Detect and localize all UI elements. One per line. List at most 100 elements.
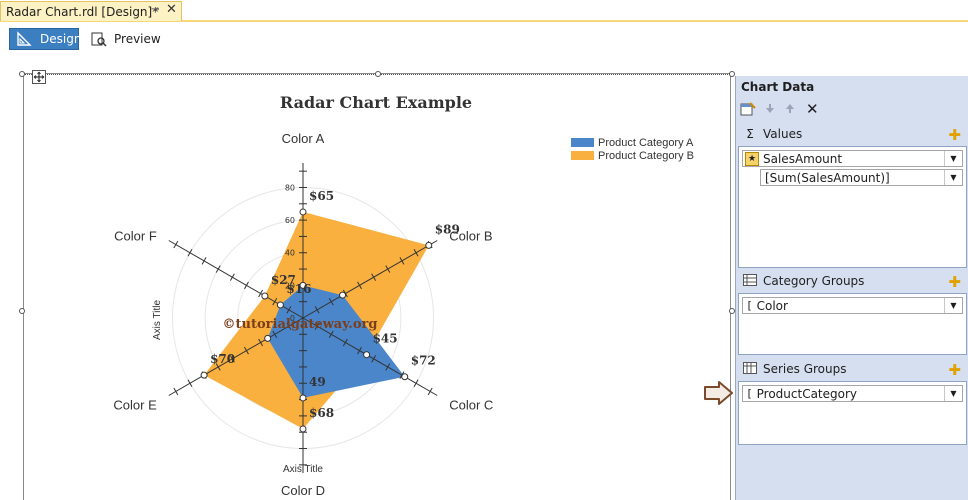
design-tab[interactable]: Design [9,28,81,50]
values-expression: [Sum(SalesAmount)] [765,170,890,185]
category-field-name: Color [756,298,788,313]
chart-data-toolbar: ✕ [736,98,968,120]
resize-handle-top-left[interactable] [19,71,25,77]
data-point-marker [363,351,371,359]
axis-tick [272,330,278,339]
preview-tab[interactable]: Preview [84,28,164,50]
series-area [267,285,405,398]
axis-tick [187,379,193,387]
radar-chart[interactable]: Radar Chart Example Product Category APr… [23,78,731,500]
add-category-icon[interactable]: ✚ [948,273,961,291]
document-tab-bar: Radar Chart.rdl [Design]* ⊸ ✕ [0,0,968,22]
legend-label: Product Category A [598,137,694,149]
radial-axis [302,240,438,319]
delete-icon[interactable]: ✕ [806,100,819,118]
data-point-marker [299,281,307,289]
chart-data-title: Chart Data [741,80,815,94]
chart-data-panel: Chart Data ✕ Σ Values ✚ ★ SalesAmount ▼ … [735,76,968,500]
axis-tick [258,338,264,347]
resize-handle-right[interactable] [729,308,735,314]
category-label: Color C [449,398,493,413]
category-groups-drop-zone[interactable]: [ Color ▼ [738,293,967,355]
category-label: Color B [449,229,492,244]
resize-handle-top-right[interactable] [729,71,735,77]
resize-handle-top-center[interactable] [375,71,381,77]
series-field-dropdown[interactable]: ▼ [944,386,962,401]
series-groups-drop-zone[interactable]: [ ProductCategory ▼ [738,381,967,445]
series-field[interactable]: [ ProductCategory ▼ [742,385,963,402]
category-field[interactable]: [ Color ▼ [742,297,963,314]
radar-axes: 0 20 40 60 80 [168,163,438,473]
data-point-marker [200,371,208,379]
axis-tick [229,355,235,363]
legend-swatch [571,151,594,160]
add-series-icon[interactable]: ✚ [948,361,961,379]
legend-swatch [571,138,594,147]
axis-tick [357,346,362,355]
pin-icon[interactable]: ⊸ [151,4,160,15]
data-point-marker [401,373,409,381]
resize-handle-left[interactable] [19,308,25,314]
measure-icon: ★ [745,151,759,166]
axis-tick [413,379,419,387]
y-tick-label: 60 [285,216,295,225]
data-label: $65 [309,189,334,203]
data-label: $68 [309,406,334,420]
axis-tick [173,240,179,249]
values-expression-dropdown[interactable]: ▼ [944,170,962,185]
radar-labels: Color A Color B Color C Color D Color E Color… [113,131,493,498]
move-down-icon[interactable] [762,101,778,117]
axis-tick [385,363,391,371]
close-icon[interactable]: ✕ [166,2,177,17]
axis-tick [314,306,320,314]
data-label: $16 [286,282,311,296]
data-point-marker [339,291,347,299]
group-bracket-icon: [ [746,387,753,400]
sigma-icon: Σ [746,127,754,141]
axis-tick [229,273,235,281]
document-tab[interactable]: Radar Chart.rdl [Design]* ⊸ ✕ [0,1,182,21]
properties-icon[interactable] [740,101,756,117]
axis-tick [244,346,249,355]
values-field-dropdown[interactable]: ▼ [944,151,962,166]
axis-tick [427,387,433,396]
axis-tick [286,322,292,330]
category-groups-icon [742,273,758,289]
y-tick-label: 0 [290,314,295,323]
series-groups-header: Series Groups ✚ [738,358,967,380]
data-label: $72 [411,354,436,368]
category-field-dropdown[interactable]: ▼ [944,298,962,313]
category-label: Color D [281,483,325,498]
axis-tick [413,249,419,257]
data-point-marker [299,208,307,216]
design-ruler-icon [16,31,34,47]
y-tick-label: 40 [285,249,295,258]
data-point-marker [299,425,307,433]
chart-title: Radar Chart Example [280,93,472,112]
data-label: $27 [271,273,296,287]
values-drop-zone[interactable]: ★ SalesAmount ▼ [Sum(SalesAmount)] ▼ [738,146,967,268]
values-expression-field[interactable]: [Sum(SalesAmount)] ▼ [760,169,963,186]
move-up-icon[interactable] [782,101,798,117]
data-point-marker [425,241,433,249]
axis-tick [371,355,377,363]
data-point-marker [261,292,269,300]
axis-tick [286,306,292,314]
axis-tick [357,281,362,290]
add-value-icon[interactable]: ✚ [948,126,961,144]
values-section-header: Σ Values ✚ [738,123,967,145]
axis-tick [187,249,193,257]
values-field[interactable]: ★ SalesAmount ▼ [742,150,963,167]
preview-icon [90,31,108,47]
radial-axis [168,317,304,396]
move-handle-icon[interactable] [32,70,46,84]
annotation-arrow-icon [704,381,733,405]
series-groups-icon [742,361,758,377]
data-label: $70 [210,352,235,366]
watermark: ©tutorialgateway.org [223,317,378,332]
data-point-marker [276,301,284,309]
axis-tick [215,363,221,371]
y-tick-label: 80 [285,183,295,192]
data-label: $89 [435,222,460,236]
